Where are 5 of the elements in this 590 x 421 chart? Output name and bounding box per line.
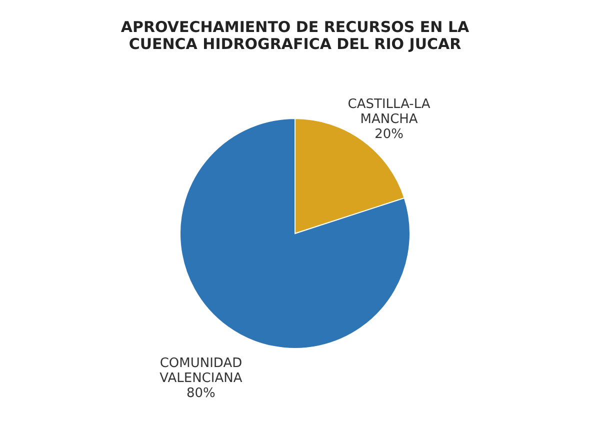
- chart-title: APROVECHAMIENTO DE RECURSOS EN LA CUENCA HIDROGRAFICA DEL RIO JUCAR: [120, 18, 470, 53]
- slice-label: COMUNIDAD VALENCIANA: [160, 356, 242, 386]
- slice-label: CASTILLA-LA MANCHA: [348, 97, 430, 128]
- data-label: 80%: [186, 386, 216, 401]
- data-label: 20%: [374, 127, 404, 142]
